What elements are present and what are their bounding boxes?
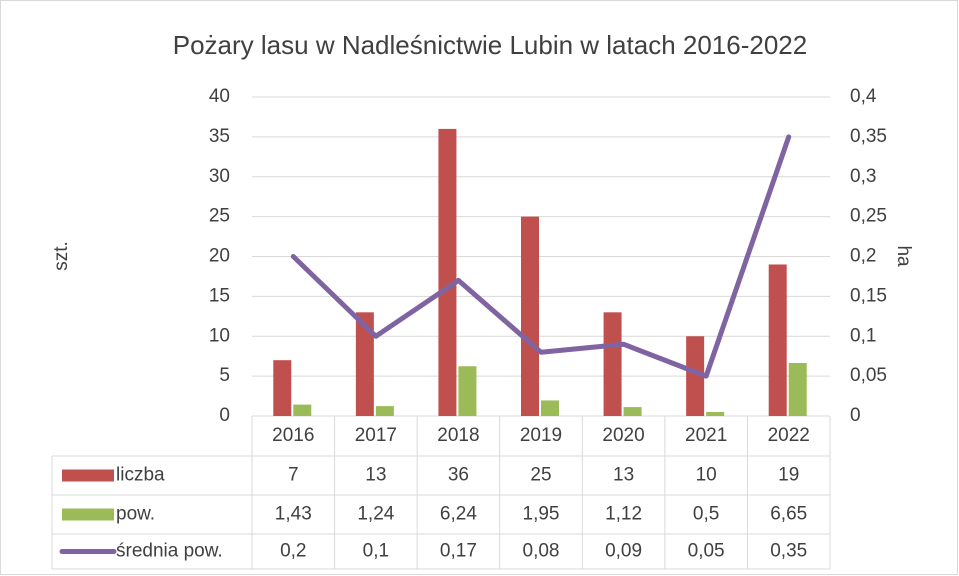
bar — [521, 216, 539, 416]
y2-tick-label: 0,15 — [850, 285, 887, 306]
bar — [438, 128, 457, 416]
y2-tick-label: 0 — [850, 405, 861, 426]
table-value: 10 — [696, 465, 717, 486]
bar — [706, 412, 725, 416]
table-value: 6,24 — [440, 504, 477, 525]
y-tick-label: 20 — [209, 246, 230, 267]
y-axis-label: szt. — [51, 241, 72, 271]
table-value: 0,17 — [440, 541, 477, 562]
y-tick-label: 25 — [209, 206, 230, 227]
bar — [293, 404, 312, 416]
x-tick-label: 2016 — [272, 425, 314, 446]
legend-swatch — [62, 508, 114, 521]
y2-tick-label: 0,35 — [850, 126, 887, 147]
bar — [355, 312, 374, 416]
legend-swatch — [62, 469, 114, 482]
legend-label: średnia pow. — [116, 541, 223, 562]
legend-label: pow. — [116, 504, 155, 525]
table-value: 0,08 — [523, 541, 560, 562]
y-tick-label: 40 — [209, 86, 230, 107]
x-tick-label: 2021 — [685, 425, 727, 446]
table-value: 0,09 — [605, 541, 642, 562]
x-tick-label: 2018 — [437, 425, 479, 446]
y2-tick-label: 0,1 — [850, 325, 876, 346]
table-value: 0,35 — [770, 541, 807, 562]
legend-label: liczba — [116, 465, 165, 486]
x-tick-label: 2017 — [355, 425, 397, 446]
table-value: 1,24 — [357, 504, 394, 525]
y2-tick-label: 0,25 — [850, 206, 887, 227]
y2-axis-label: ha — [893, 245, 914, 267]
bar — [603, 312, 622, 416]
table-value: 1,43 — [275, 504, 312, 525]
y-tick-label: 0 — [219, 405, 230, 426]
table-value: 1,12 — [605, 504, 642, 525]
bar — [375, 406, 394, 416]
x-tick-label: 2019 — [520, 425, 562, 446]
chart-title: Pożary lasu w Nadleśnictwie Lubin w lata… — [173, 30, 807, 60]
table-value: 0,5 — [693, 504, 719, 525]
bar — [458, 366, 477, 416]
table-value: 19 — [778, 465, 799, 486]
table-value: 13 — [613, 465, 634, 486]
x-tick-label: 2022 — [768, 425, 810, 446]
table-value: 36 — [448, 465, 469, 486]
bar — [768, 264, 787, 416]
table-value: 1,95 — [523, 504, 560, 525]
x-tick-label: 2020 — [602, 425, 644, 446]
bar — [788, 362, 807, 416]
table-value: 25 — [530, 465, 551, 486]
bar — [541, 400, 559, 416]
table-value: 0,2 — [280, 541, 306, 562]
y2-tick-label: 0,05 — [850, 365, 887, 386]
y-tick-label: 5 — [219, 365, 230, 386]
bar — [686, 336, 705, 416]
bar — [623, 407, 642, 416]
y-tick-label: 35 — [209, 126, 230, 147]
y2-tick-label: 0,3 — [850, 166, 876, 187]
table-value: 0,05 — [688, 541, 725, 562]
y-tick-label: 15 — [209, 285, 230, 306]
table-value: 7 — [288, 465, 299, 486]
line — [290, 134, 792, 379]
table-value: 6,65 — [770, 504, 807, 525]
y2-tick-label: 0,4 — [850, 86, 877, 107]
table-value: 13 — [365, 465, 386, 486]
y2-tick-label: 0,2 — [850, 246, 876, 267]
table-value: 0,1 — [363, 541, 389, 562]
y-tick-label: 10 — [209, 325, 230, 346]
bar — [273, 360, 292, 416]
y-tick-label: 30 — [209, 166, 230, 187]
